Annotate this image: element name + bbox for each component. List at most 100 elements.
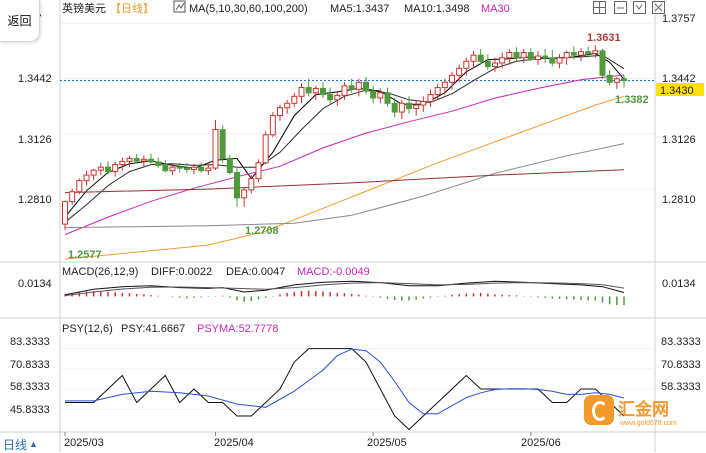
candle-body	[363, 81, 369, 92]
ma30-value: MA30	[481, 3, 510, 15]
candle-body	[327, 94, 334, 101]
x-label-mar: 2025/03	[64, 437, 104, 449]
candle-body	[76, 180, 83, 193]
psy-layer	[60, 348, 655, 431]
psyma-line	[65, 348, 625, 415]
candle-body	[527, 52, 534, 61]
candle-body	[470, 54, 477, 62]
candle-body	[384, 92, 391, 104]
psy-tick-right-3: 58.3333	[661, 381, 701, 393]
grid-layout-icon[interactable]	[593, 1, 606, 14]
candle-body	[312, 87, 319, 94]
candle-body	[212, 129, 219, 169]
annotation-recent-low: 1.3382	[615, 94, 649, 106]
candle-body	[355, 81, 362, 90]
annotation-high: 1.3631	[587, 32, 621, 44]
psy-tick-left-4: 45.8333	[10, 404, 50, 416]
psyma-value: PSYMA:52.7778	[197, 323, 278, 335]
last-price-tag	[656, 83, 704, 96]
candle-body	[441, 81, 448, 89]
psy-tick-right-1: 83.3333	[661, 336, 701, 348]
kline-icon[interactable]	[173, 0, 186, 13]
candle-body	[155, 161, 162, 166]
period-selector[interactable]: 日线 ▲	[0, 436, 38, 452]
candle-body	[69, 191, 76, 203]
x-label-apr: 2025/04	[214, 437, 254, 449]
candle-body	[183, 167, 190, 170]
kline-icon-glyph	[175, 2, 185, 11]
y-tick-right-3: 1.3126	[662, 134, 696, 146]
candle-body	[563, 52, 570, 59]
candle-body	[463, 60, 470, 69]
annotation-april-low: 1.2708	[245, 225, 279, 237]
candle-body	[320, 87, 326, 96]
y-tick-left-4: 1.2810	[18, 194, 52, 206]
y-tick-right-2: 1.3442	[662, 73, 696, 85]
candle-body	[398, 102, 405, 113]
candle-body	[126, 157, 133, 162]
settings-icon[interactable]	[633, 1, 646, 14]
watermark-logo: 汇金网	[584, 395, 669, 425]
candle-body	[241, 189, 248, 199]
candle-body	[413, 104, 420, 110]
watermark-brand: 汇金网	[618, 400, 669, 419]
macd-value: MACD:-0.0049	[297, 266, 370, 278]
psy-tick-left-1: 83.3333	[10, 336, 50, 348]
back-button[interactable]: 返回	[0, 0, 40, 42]
macd-diff: DIFF:0.0022	[151, 266, 212, 278]
candle-body	[449, 74, 455, 83]
symbol-label: 英镑美元	[62, 1, 106, 15]
psy-tick-left-3: 58.3333	[10, 381, 50, 393]
candle-body	[277, 107, 283, 117]
period-tag[interactable]: 【日线】	[110, 1, 154, 15]
candle-body	[427, 94, 434, 103]
candle-body	[341, 85, 348, 96]
candle-body	[621, 78, 627, 82]
ma-line-ma60	[64, 95, 625, 260]
candle-body	[377, 92, 384, 99]
minimize-icon[interactable]	[614, 1, 627, 14]
candle-body	[83, 174, 90, 182]
candle-body	[133, 157, 140, 162]
candle-body	[162, 164, 169, 172]
candle-body	[291, 95, 298, 104]
close-icon[interactable]	[652, 1, 665, 14]
candle-body	[191, 166, 197, 170]
macd-tick-right: 0.0134	[662, 278, 696, 290]
candle-body	[549, 57, 556, 64]
candle-body	[255, 162, 262, 180]
candle-body	[169, 166, 176, 172]
candle-body	[370, 90, 377, 99]
x-label-may: 2025/05	[367, 437, 407, 449]
candle-body	[556, 57, 563, 64]
y-tick-right-1: 1.3757	[662, 13, 696, 25]
candle-body	[506, 52, 513, 59]
candle-body	[298, 87, 305, 97]
candle-body	[148, 158, 154, 163]
ma-line-ma100	[64, 143, 625, 229]
candle-body	[97, 166, 104, 171]
period-arrow-icon: ▲	[29, 439, 38, 449]
candle-body	[262, 134, 269, 164]
candle-body	[305, 87, 312, 94]
candles-layer	[62, 45, 627, 230]
ma-line-ma5	[64, 52, 625, 218]
candle-body	[570, 52, 577, 56]
candle-body	[477, 54, 484, 62]
candle-body	[62, 201, 68, 225]
candle-body	[456, 67, 463, 76]
candle-body	[90, 169, 97, 176]
candle-body	[606, 74, 613, 83]
y-tick-left-3: 1.3126	[18, 134, 52, 146]
macd-param: MACD(26,12,9)	[62, 266, 138, 278]
period-label: 日线	[3, 437, 28, 452]
candle-body	[198, 166, 205, 172]
candle-body	[105, 166, 111, 173]
macd-layer	[64, 280, 625, 306]
candle-body	[492, 62, 498, 68]
candle-body	[484, 60, 491, 68]
candle-body	[391, 102, 398, 113]
macd-tick-left: 0.0134	[18, 278, 52, 290]
